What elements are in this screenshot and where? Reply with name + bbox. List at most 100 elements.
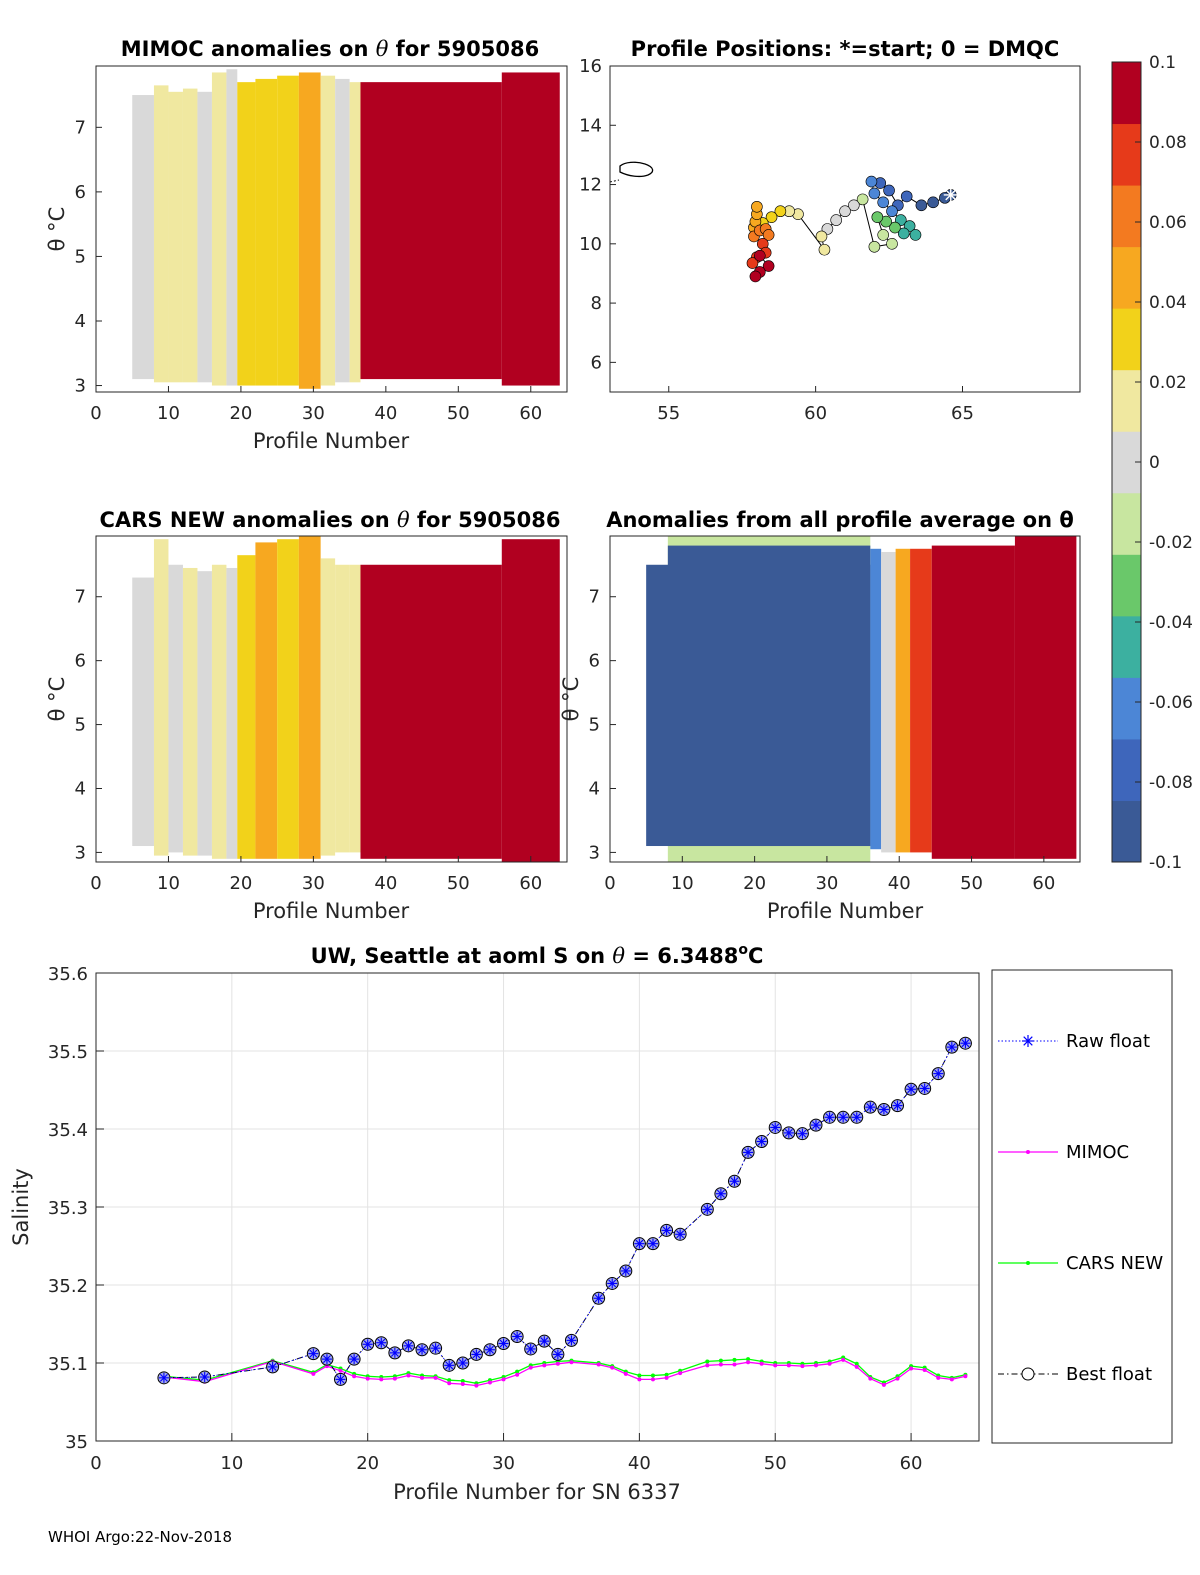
cars-new-point [515,1369,520,1374]
mimoc-anomaly-cell [182,88,198,383]
colorbar-tick-label: -0.08 [1149,773,1193,793]
profile-position-marker [877,229,889,241]
profile-position-marker [915,199,928,212]
legend-entry: Raw float [998,1031,1150,1052]
raw-float-point [892,1100,903,1111]
mimoc-point [786,1363,791,1368]
cars-anomaly-cell [255,542,278,859]
legend-label: Best float [1066,1364,1152,1385]
profile-position-marker [909,229,922,241]
salinity-y-ticks: 35 35.1 35.2 35.3 35.4 35.5 35.6 [48,964,104,1453]
cars-xtick-label: 40 [374,873,397,894]
cars-xtick-label: 30 [302,873,325,894]
allavg-axes-box [609,535,1081,863]
raw-float-point [389,1347,400,1358]
salinity-ytick-label: 35.4 [48,1120,88,1141]
mimoc-title: MIMOC anomalies on θ for 5905086 [121,37,539,61]
colorbar-segment [1112,369,1141,432]
cars-anomaly-cell [211,564,227,859]
mimoc-panel: MIMOC anomalies on θ for 5905086 0 10 20 30… [45,37,568,453]
allavg-ylabel: θ °C [559,677,583,722]
raw-float-point [756,1136,767,1147]
mimoc-point [555,1361,560,1366]
cars-anomaly-cell [132,577,154,847]
profile-position-marker [900,190,913,203]
salinity-ytick-label: 35.2 [48,1276,88,1297]
raw-float-point [199,1372,210,1383]
legend-entries: Raw float MIMOC CARS NEW Best float [998,1031,1163,1385]
mimoc-point [487,1380,492,1385]
mimoc-xtick-label: 10 [157,403,180,424]
raw-float-point [960,1038,971,1049]
profile-position-marker [889,221,901,234]
allavg-xtick-label: 30 [815,873,838,894]
mimoc-anomaly-cell [168,91,183,383]
mimoc-point [922,1368,927,1373]
mimoc-point [420,1375,425,1380]
positions-ytick-label: 6 [591,352,602,373]
cars-ytick-label: 3 [75,842,86,863]
mimoc-point [501,1377,506,1382]
mimoc-point [474,1383,479,1388]
profile-position-marker [856,193,869,206]
mimoc-anomaly-cell [349,82,361,383]
allavg-xtick-label: 20 [743,873,766,894]
salinity-xtick-label: 20 [356,1453,379,1474]
colorbar-tick-label: 0.04 [1149,293,1187,313]
raw-float-point [349,1354,360,1365]
allavg-anomaly-cell [895,548,911,853]
mimoc-anomaly-cell [335,78,350,383]
colorbar-segment [1112,246,1141,309]
salinity-xlabel: Profile Number for SN 6337 [393,1480,681,1504]
legend-label: CARS NEW [1066,1253,1163,1274]
raw-float-point [308,1348,319,1359]
cars-xtick-label: 50 [447,873,470,894]
legend-box [991,969,1173,1444]
colorbar-tick-label: -0.06 [1149,693,1193,713]
mimoc-xtick-label: 30 [302,403,325,424]
profile-position-marker [754,249,766,262]
legend-marker [1023,1036,1033,1046]
mimoc-point [515,1372,520,1377]
colorbar-segment [1112,738,1141,801]
mimoc-point [379,1377,384,1382]
colorbar-tick-label: -0.1 [1149,853,1182,873]
cars-ytick-label: 7 [75,587,86,608]
raw-float-point [634,1238,645,1249]
mimoc-point [610,1365,615,1370]
profile-position-marker [886,205,898,218]
raw-float-point [552,1349,563,1360]
mimoc-point [352,1374,357,1379]
cars-axes-box [95,535,568,863]
cars-xtick-label: 20 [229,873,252,894]
mimoc-point [569,1360,574,1365]
coastline-fragment [609,179,620,183]
mimoc-point [623,1371,628,1376]
mimoc-ytick-label: 5 [75,246,86,267]
allavg-title: Anomalies from all profile average on θ [606,508,1074,532]
salinity-grid [95,972,979,1442]
mimoc-anomaly-cell [211,72,227,386]
cars-new-point [718,1358,723,1363]
colorbar-segment [1112,308,1141,371]
profile-position-marker [868,240,881,253]
positions-ytick-label: 16 [579,56,602,77]
salinity-xtick-label: 30 [492,1453,515,1474]
mimoc-anomaly-cell [132,95,154,380]
legend-entry: Best float [998,1364,1152,1385]
positions-xtick-label: 55 [657,403,680,424]
mimoc-point [963,1374,968,1379]
mimoc-point [338,1368,343,1373]
cars-ytick-label: 5 [75,715,86,736]
raw-float-point [321,1354,332,1365]
mimoc-point [392,1376,397,1381]
mimoc-point [433,1375,438,1380]
cars-ytick-label: 6 [75,651,86,672]
legend-marker [1026,1150,1030,1154]
allavg-anomaly-cell [881,551,896,853]
mimoc-point [718,1362,723,1367]
mimoc-anomaly-cell [255,78,278,386]
positions-xtick-label: 60 [804,403,827,424]
cars-xtick-label: 10 [157,873,180,894]
profile-position-marker [839,205,851,218]
